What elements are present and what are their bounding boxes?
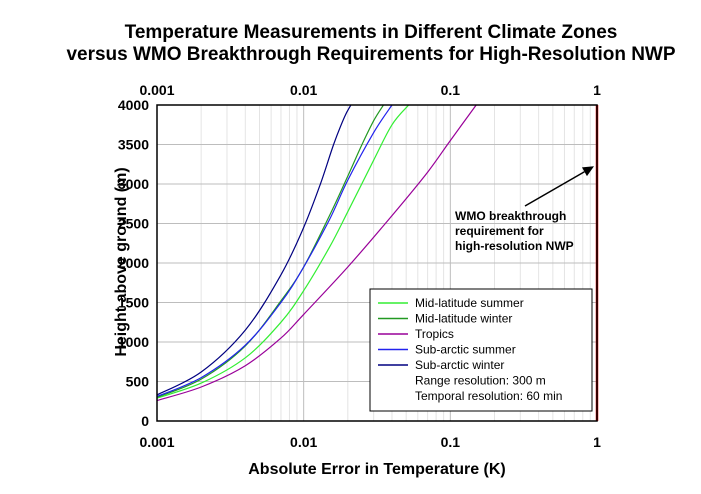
y-axis-label: Height above ground (m) [113, 167, 130, 356]
legend-label-1: Mid-latitude winter [415, 312, 512, 326]
series-line-3 [156, 104, 393, 398]
legend: Mid-latitude summer Mid-latitude winterTr… [369, 288, 593, 412]
series-line-0 [156, 104, 410, 399]
x-top-tick-label: 0.1 [441, 82, 461, 98]
x-tick-label: 0.01 [290, 434, 317, 450]
x-top-tick-label: 0.01 [290, 82, 317, 98]
y-tick-label: 3500 [118, 137, 149, 153]
y-tick-label: 500 [126, 374, 150, 390]
y-tick-label: 4000 [118, 97, 149, 113]
x-top-tick-label: 1 [593, 82, 601, 98]
plot-frame [156, 104, 598, 422]
x-ticks: 0.001 0.001 0.01 0.01 0.1 0.1 1 1 [139, 82, 601, 450]
legend-label-0: Mid-latitude summer [415, 296, 524, 310]
x-axis-label: Absolute Error in Temperature (K) [248, 461, 506, 478]
annotation-arrow [524, 171, 585, 207]
series-line-1 [156, 104, 385, 398]
chart-title-line-2: versus WMO Breakthrough Requirements for… [66, 44, 675, 65]
y-tick-label: 2500 [118, 216, 149, 232]
legend-label-3: Sub-arctic summer [415, 343, 516, 357]
annotation: WMO breakthrough requirement for high-re… [455, 166, 594, 253]
y-tick-label: 1000 [118, 334, 149, 350]
x-tick-label: 0.1 [441, 434, 461, 450]
series-line-4 [156, 104, 352, 396]
y-tick-label: 2000 [118, 255, 149, 271]
legend-note-0: Range resolution: 300 m [415, 374, 546, 388]
y-ticks: 0 500 1000 1500 2000 2500 3000 3500 4000 [118, 97, 149, 429]
annotation-arrowhead [581, 166, 594, 177]
legend-label-2: Tropics [415, 327, 454, 341]
series-line-2 [156, 104, 477, 402]
annotation-line-3: high-resolution NWP [455, 239, 574, 253]
chart-title-line-1: Temperature Measurements in Different Cl… [125, 22, 618, 43]
legend-label-4: Sub-arctic winter [415, 358, 504, 372]
legend-note-1: Temporal resolution: 60 min [415, 389, 562, 403]
x-tick-label: 1 [593, 434, 601, 450]
x-tick-label: 0.001 [139, 434, 174, 450]
series-lines [156, 104, 477, 402]
y-tick-label: 3000 [118, 176, 149, 192]
y-tick-label: 1500 [118, 295, 149, 311]
annotation-line-2: requirement for [455, 224, 544, 238]
y-tick-label: 0 [141, 413, 149, 429]
annotation-line-1: WMO breakthrough [455, 209, 566, 223]
x-top-tick-label: 0.001 [139, 82, 174, 98]
